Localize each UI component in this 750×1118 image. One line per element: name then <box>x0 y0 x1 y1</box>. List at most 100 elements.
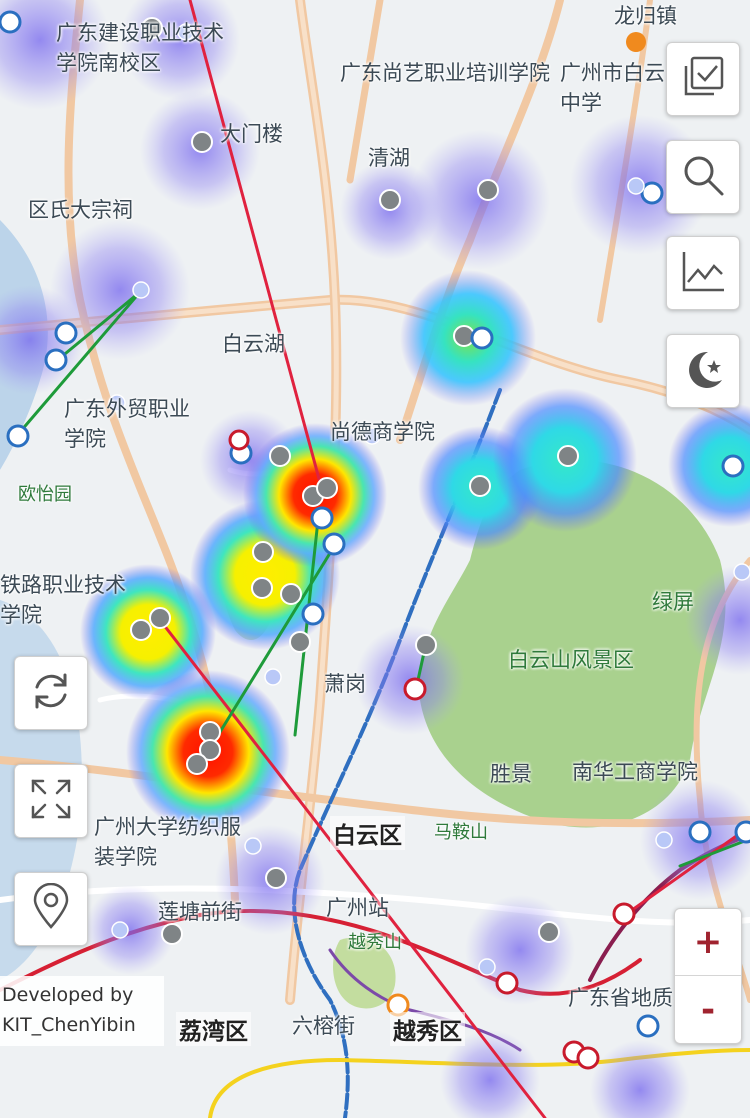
red-pins <box>228 429 636 1070</box>
checkbox-stack-icon <box>680 54 726 104</box>
grey-marker <box>186 753 208 775</box>
grey-marker <box>289 631 311 653</box>
flow-line-green <box>210 543 337 747</box>
zoom-out-button[interactable]: - <box>700 989 716 1030</box>
fullscreen-button[interactable] <box>14 764 88 838</box>
blue-person-pin <box>470 326 494 350</box>
red-pin <box>228 429 250 451</box>
zoom-in-button[interactable]: + <box>675 909 741 976</box>
grey-marker <box>280 583 302 605</box>
label-lianqiao: 莲塘前街 <box>158 900 242 924</box>
blue-pins <box>0 10 750 1038</box>
cluster-dot <box>264 668 282 686</box>
label-pinglai-east: 广州市白云中学 <box>560 61 665 115</box>
grey-marker <box>469 475 491 497</box>
heat-low <box>440 1030 540 1118</box>
refresh-icon <box>29 669 73 717</box>
grey-marker <box>415 634 437 656</box>
flow-line-green <box>293 518 320 737</box>
label-geology: 广东省地质 <box>568 986 673 1010</box>
grey-marker <box>141 17 163 39</box>
label-business-college: 尚德商学院 <box>330 420 435 444</box>
night-mode-button[interactable] <box>666 334 740 408</box>
label-railway-college: 铁路职业技术学院 <box>0 573 126 627</box>
label-maanshan: 马鞍山 <box>434 822 488 843</box>
heat-low <box>0 0 110 110</box>
label-xiaogang: 萧岗 <box>324 672 366 696</box>
label-scenic-area: 白云山风景区 <box>508 648 634 672</box>
label-liwan: 荔湾区 <box>176 1012 251 1046</box>
label-damenlou: 大门楼 <box>220 122 283 146</box>
grey-marker <box>161 923 183 945</box>
grey-marker <box>149 607 171 629</box>
search-button[interactable] <box>666 140 740 214</box>
zoom-control: + - <box>674 908 742 1044</box>
blue-person-pin <box>44 348 68 372</box>
heat-low <box>50 220 190 360</box>
blue-person-pin <box>301 602 325 626</box>
grey-marker <box>557 445 579 467</box>
cluster-dot <box>733 563 750 581</box>
cluster-dot <box>655 831 673 849</box>
line-chart-icon <box>680 248 726 298</box>
blue-person-pin <box>6 424 30 448</box>
cluster-dot <box>627 177 645 195</box>
label-liurong: 六榕街 <box>292 1014 355 1038</box>
station-badge <box>626 32 646 52</box>
label-ancestral-hall: 区氏大宗祠 <box>28 198 133 222</box>
label-guangzhou-station: 广州站 <box>326 896 389 920</box>
label-shengjing: 胜景 <box>490 762 532 786</box>
grey-marker <box>269 445 291 467</box>
label-trade-college: 广东外贸职业学院 <box>64 397 190 451</box>
blue-person-pin <box>734 820 750 844</box>
fullscreen-icon <box>27 775 75 827</box>
blue-person-pin <box>54 321 78 345</box>
label-yuexiu-hill: 越秀山 <box>348 932 402 953</box>
grey-marker <box>265 867 287 889</box>
flow-line-red <box>188 0 324 492</box>
credit-line-1: Developed by <box>2 984 134 1006</box>
grey-marker <box>199 739 221 761</box>
developer-credit: Developed by KIT_ChenYibin <box>0 976 164 1046</box>
heat-low <box>85 885 175 975</box>
blue-person-pin <box>636 1014 660 1038</box>
label-nanhua: 南华工商学院 <box>572 760 698 784</box>
red-pin <box>403 677 427 701</box>
red-pin <box>576 1046 600 1070</box>
flow-line-green <box>58 290 142 360</box>
label-school-south: 广东建设职业技术学院南校区 <box>56 21 224 75</box>
road <box>346 0 384 184</box>
chart-button[interactable] <box>666 236 740 310</box>
refresh-button[interactable] <box>14 656 88 730</box>
heat-low <box>410 130 550 270</box>
cluster-dot <box>363 427 381 445</box>
grey-marker <box>252 541 274 563</box>
location-pin-icon <box>29 882 73 935</box>
blue-person-pin <box>688 820 712 844</box>
credit-line-2: KIT_ChenYibin <box>2 1014 136 1036</box>
label-baiyun-district: 白云区 <box>330 816 405 850</box>
blue-person-pin <box>721 454 745 478</box>
blue-person-pin <box>640 181 664 205</box>
layers-button[interactable] <box>666 42 740 116</box>
cluster-dot <box>478 958 496 976</box>
label-textile-college: 广州大学纺织服装学院 <box>94 815 241 869</box>
grey-markers <box>130 17 579 945</box>
label-baiyunhu: 白云湖 <box>222 332 285 356</box>
flow-line-green <box>18 290 142 434</box>
moon-stars-icon <box>680 346 726 396</box>
cluster-dot <box>108 394 126 412</box>
heat-cyan <box>668 403 750 527</box>
blue-person-pin <box>322 532 346 556</box>
grey-marker <box>191 131 213 153</box>
label-yuexiu: 越秀区 <box>390 1012 465 1046</box>
label-qinghu: 清湖 <box>368 146 410 170</box>
red-pin <box>495 971 519 995</box>
label-ouyiyuan: 欧怡园 <box>18 484 72 505</box>
grey-marker <box>130 619 152 641</box>
grey-marker <box>379 189 401 211</box>
baiyun-mountain-park <box>419 460 726 828</box>
locate-button[interactable] <box>14 872 88 946</box>
metro-line-blue <box>292 388 502 1118</box>
grey-marker <box>538 921 560 943</box>
